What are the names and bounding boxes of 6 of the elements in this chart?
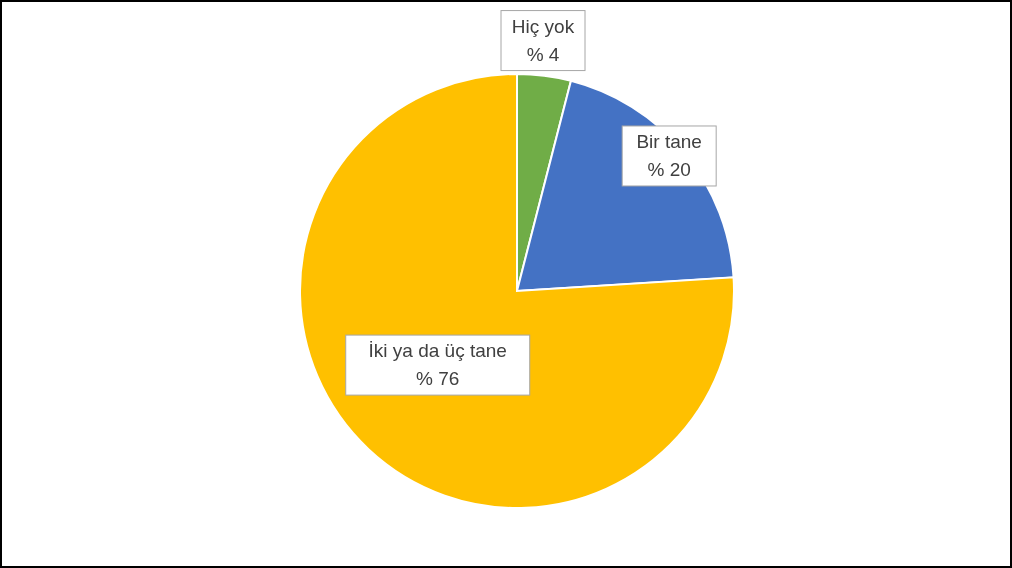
- slice-label: Hiç yok: [511, 15, 575, 37]
- data-label: % 76: [416, 368, 460, 390]
- slice-label: İki ya da üç tane: [368, 340, 507, 362]
- data-label: % 4: [526, 43, 560, 65]
- data-label: % 20: [647, 158, 691, 180]
- slice-label: Bir tane: [636, 130, 702, 152]
